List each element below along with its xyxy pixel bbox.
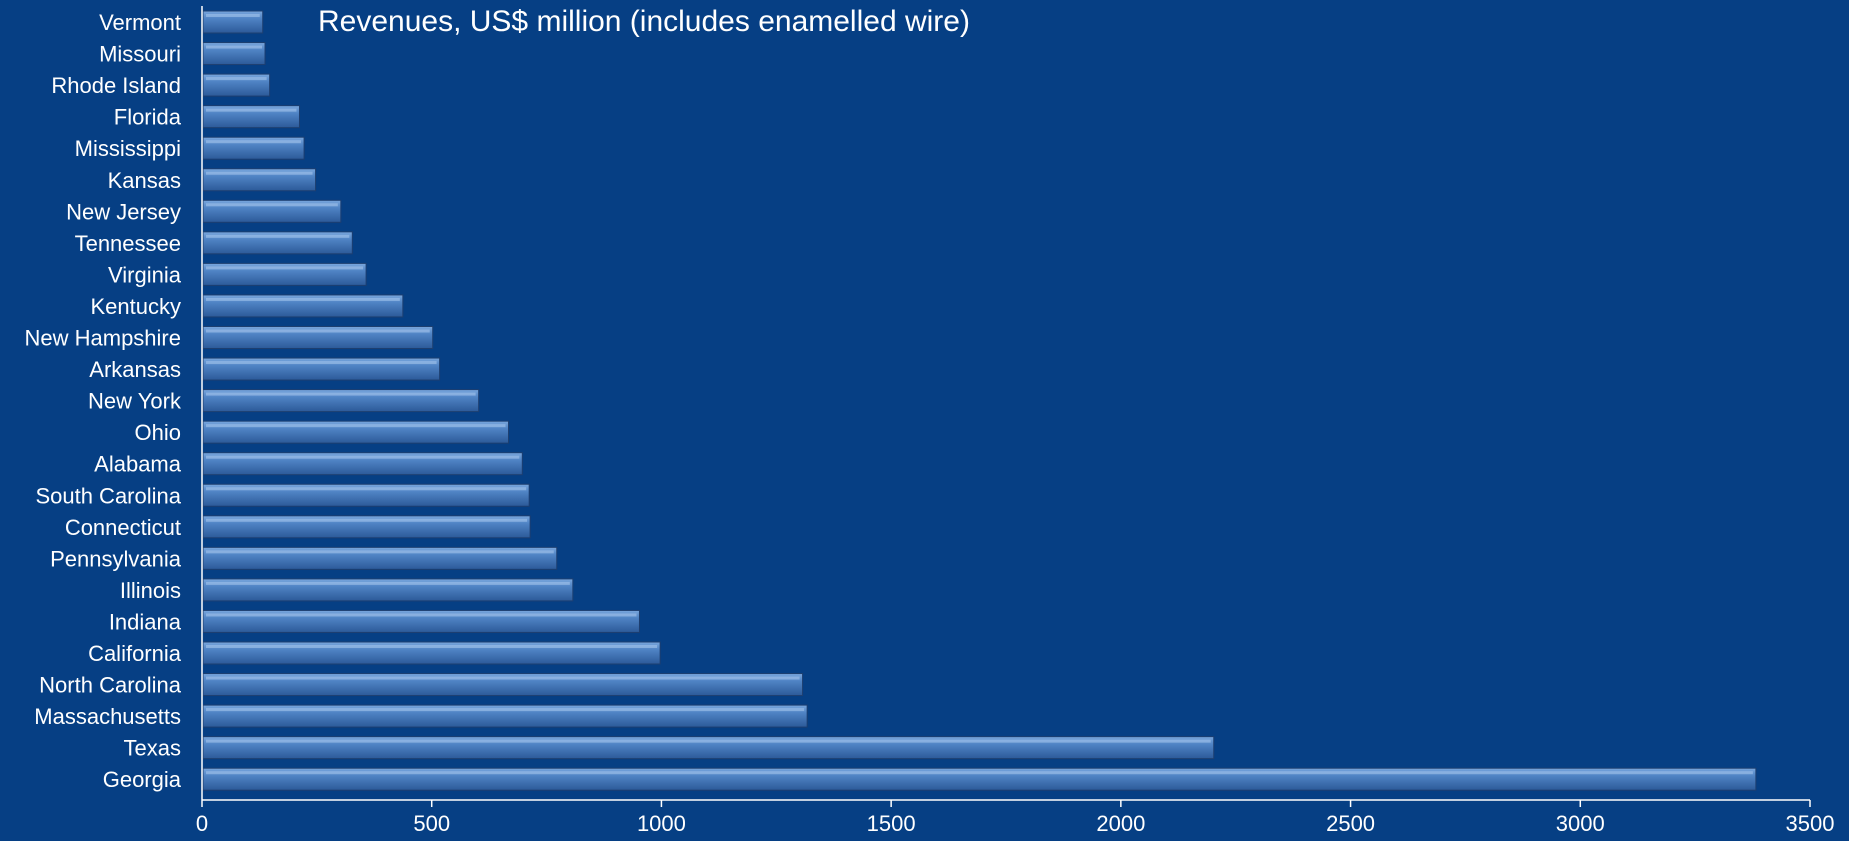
category-label: South Carolina [35,483,181,508]
x-tick-label: 3500 [1786,811,1835,836]
category-label: Texas [124,736,181,761]
category-label: Kentucky [91,294,182,319]
x-axis: 0 500 1000 1500 2000 2500 3000 3500 [196,6,1835,836]
category-label: Arkansas [89,357,181,382]
bar-highlight [206,361,437,365]
bar-highlight [206,14,260,17]
bar-highlight [206,266,364,270]
bar-highlight [206,297,400,301]
category-label: Indiana [109,609,182,634]
bar-highlight [206,518,528,522]
category-label: Rhode Island [51,73,181,98]
category-label: Pennsylvania [50,546,182,571]
category-label: New Jersey [66,199,181,224]
bar-highlight [206,645,658,648]
category-label: Massachusetts [34,704,181,729]
x-tick-label: 1500 [867,811,916,836]
bar-highlight [206,455,520,459]
bar-highlight [206,613,637,617]
bar-highlight [206,771,1753,775]
category-label: Connecticut [65,515,181,540]
category-label: Virginia [108,262,182,287]
category-label: Ohio [135,420,181,445]
category-label: California [88,641,182,666]
x-tick-label: 500 [413,811,450,836]
chart-title: Revenues, US$ million (includes enamelle… [318,5,970,38]
category-label: Georgia [103,767,182,792]
bar-highlight [206,581,570,585]
x-tick-label: 3000 [1556,811,1605,836]
bar-highlight [206,708,805,712]
bar-highlight [206,45,263,49]
category-label: North Carolina [39,673,182,698]
bar-highlight [206,739,1211,743]
category-label: Alabama [94,452,182,477]
y-axis-labels: Vermont Missouri Rhode Island Florida Missis… [25,10,182,792]
bar-highlight [206,676,800,680]
bar-highlight [206,77,267,81]
category-label: New Hampshire [25,326,182,351]
bar-highlight [206,171,313,175]
category-label: New York [88,389,182,414]
bar-highlight [206,329,430,333]
bar-highlight [206,203,338,207]
x-tick-label: 2500 [1326,811,1375,836]
bar-highlight [206,424,506,428]
category-label: Mississippi [75,136,181,161]
bar-highlight [206,550,554,554]
category-label: Illinois [120,578,181,603]
bar-highlight [206,234,350,238]
bar-series [202,10,1757,791]
category-label: Missouri [99,42,181,67]
bar-highlight [206,392,476,396]
x-tick-label: 1000 [637,811,686,836]
bar-highlight [206,487,527,491]
bar-highlight [206,140,302,144]
category-label: Tennessee [75,231,181,256]
category-label: Kansas [108,168,181,193]
category-label: Vermont [99,10,181,35]
x-tick-label: 0 [196,811,208,836]
bar-highlight [206,108,297,112]
category-label: Florida [114,105,182,130]
x-tick-label: 2000 [1096,811,1145,836]
